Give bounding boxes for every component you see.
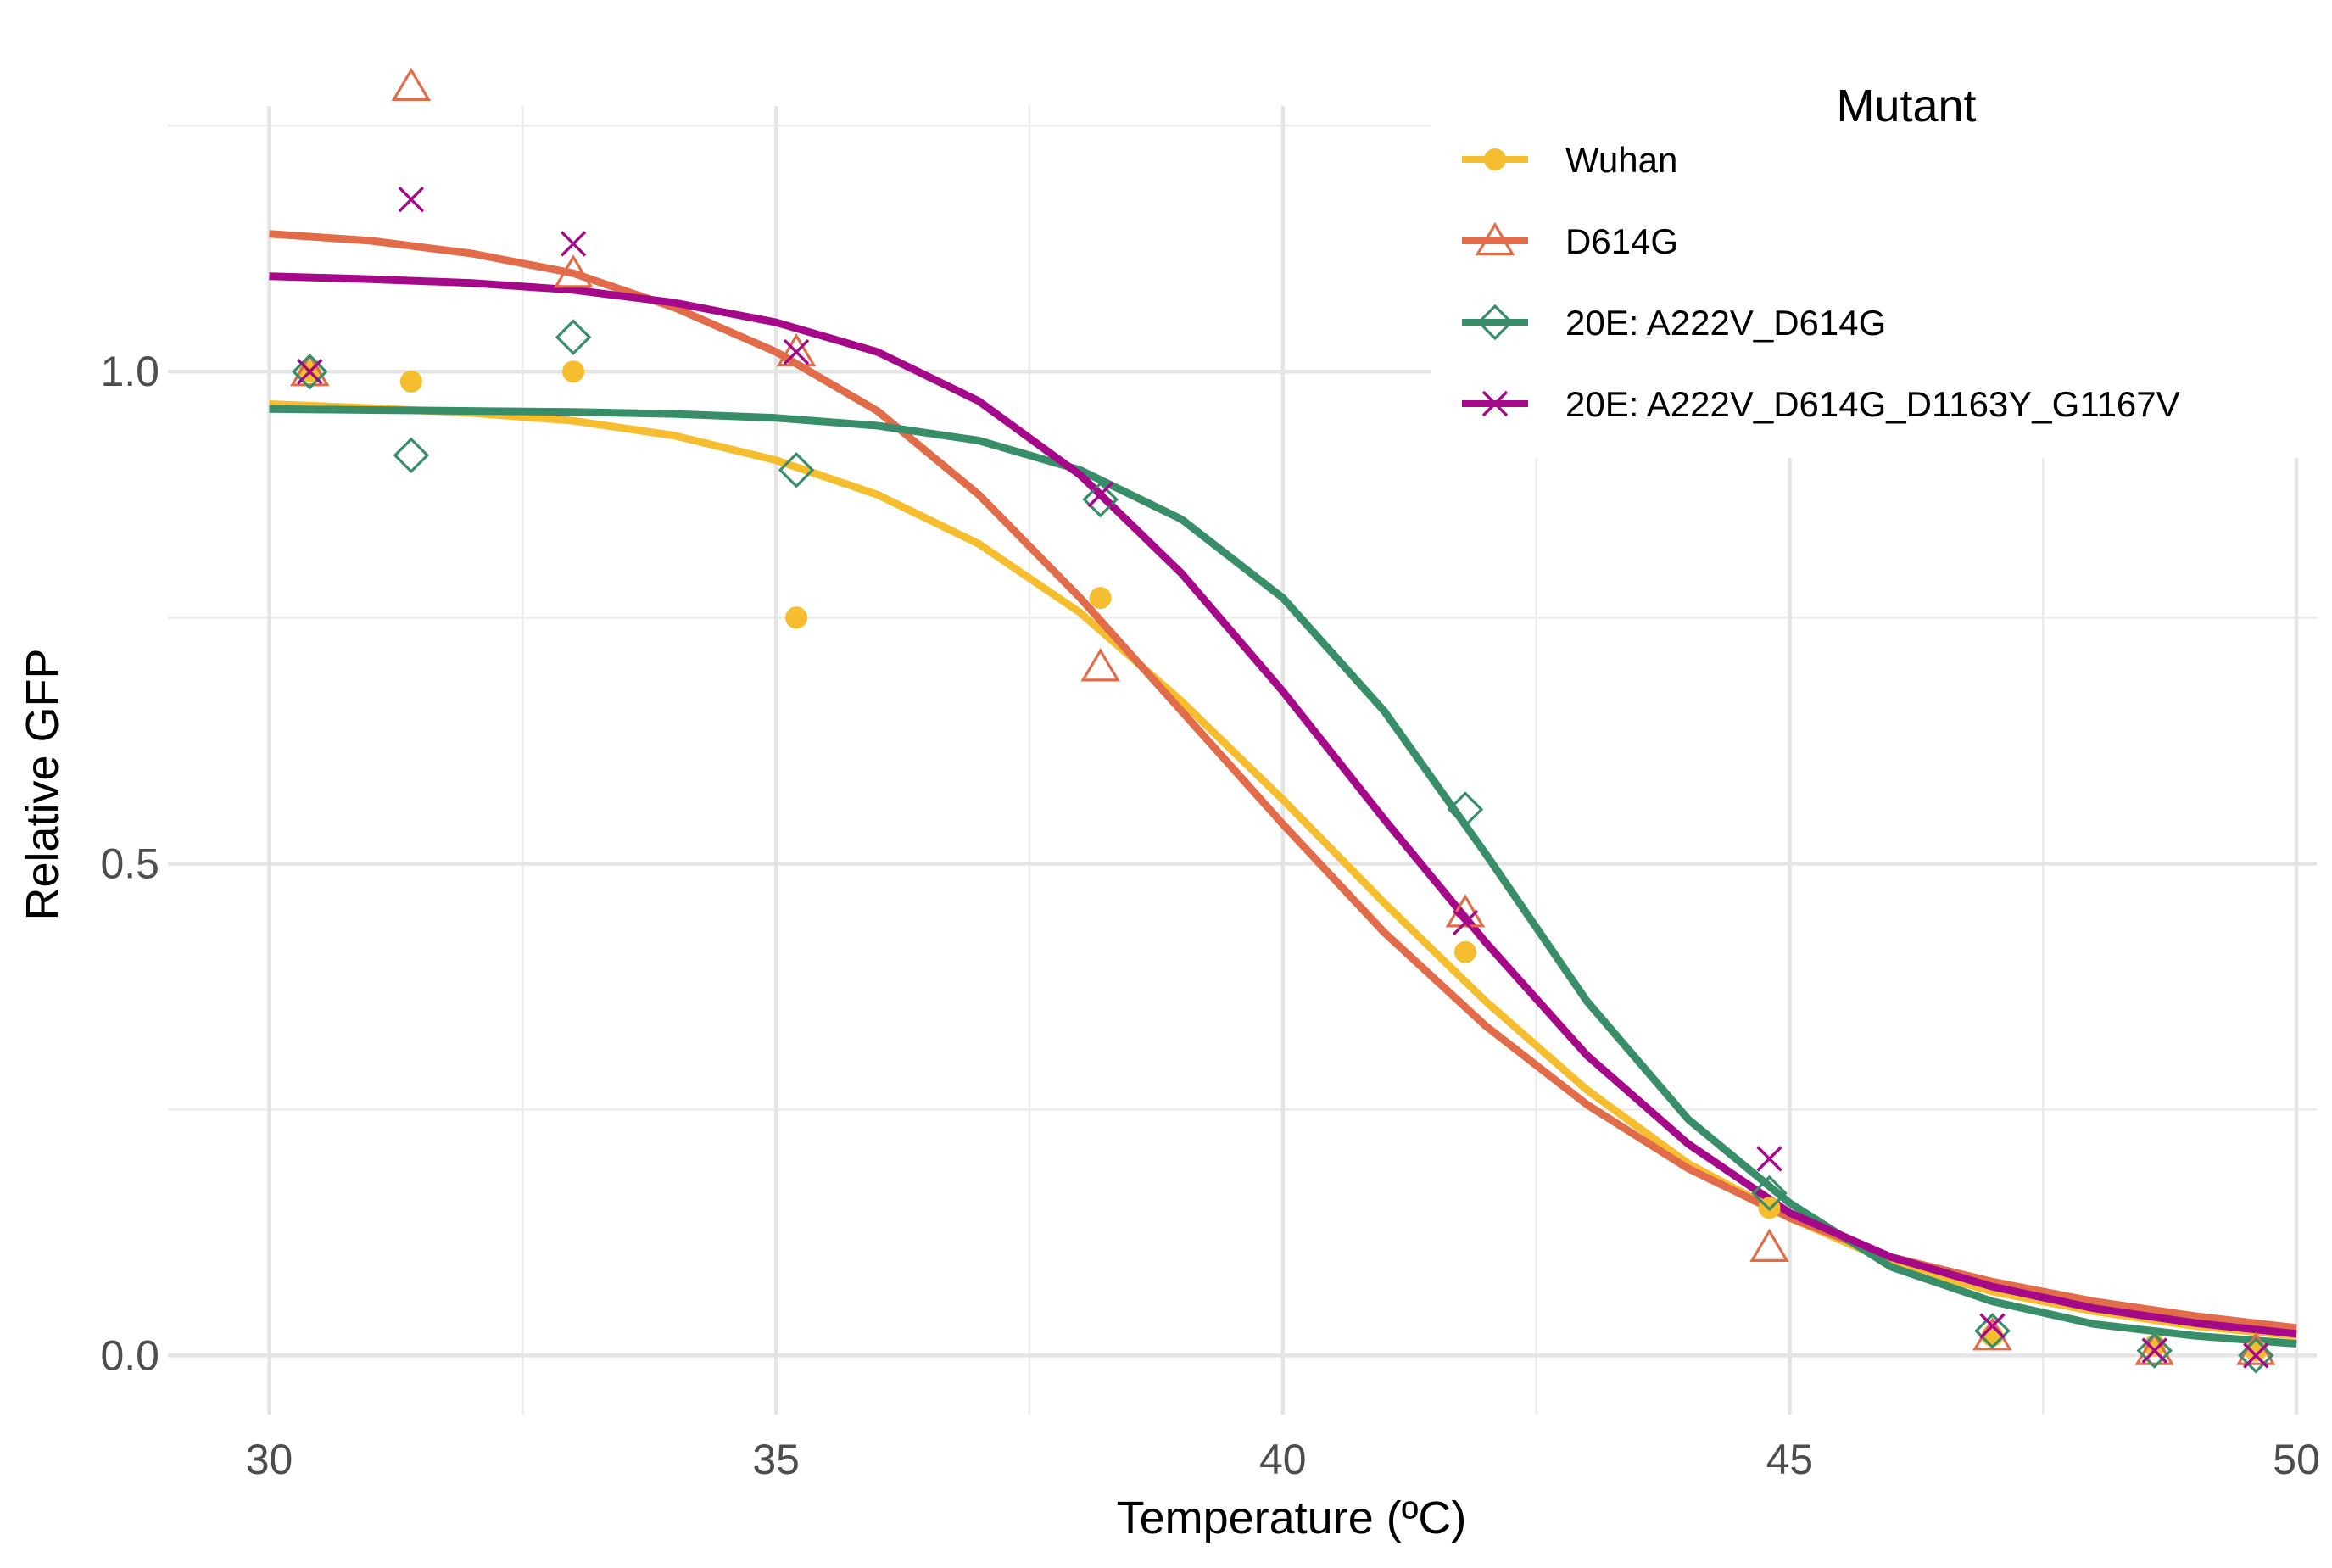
data-point: [2136, 1332, 2173, 1369]
data-point: [393, 437, 430, 474]
data-point: [562, 360, 585, 383]
legend-background: [1431, 59, 2324, 458]
data-point: [1082, 481, 1119, 518]
data-point: [783, 338, 810, 365]
legend-key-marker: [1484, 148, 1506, 170]
data-point: [297, 359, 323, 385]
data-point: [1751, 1175, 1788, 1212]
data-point: [1089, 587, 1112, 610]
x-axis-tick-labels: 30 35 40 45 50: [246, 1436, 2320, 1483]
fit-line: [269, 400, 2297, 1340]
data-point: [776, 332, 817, 367]
y-axis-tick-labels: 0.0 0.5 1.0: [100, 348, 159, 1379]
fit-curves: [269, 230, 2297, 1348]
data-point: [2245, 1339, 2268, 1362]
fit-line: [269, 405, 2297, 1348]
data-point: [292, 353, 328, 390]
x-tick-label: 40: [1259, 1436, 1307, 1483]
data-point: [560, 231, 587, 257]
legend-key-marker: [1476, 304, 1514, 341]
y-tick-label: 1.0: [100, 348, 159, 395]
x-tick-label: 35: [752, 1436, 800, 1483]
data-point: [1447, 791, 1484, 828]
legend-key-marker: [1475, 221, 1515, 256]
data-point: [1981, 1325, 2004, 1348]
data-points: [290, 67, 2276, 1374]
data-point: [399, 370, 422, 393]
x-tick-label: 30: [246, 1436, 293, 1483]
legend: Mutant Wuhan D614G 20E: A222V_D614G 20E: A2…: [1431, 59, 2324, 458]
data-point: [1080, 648, 1120, 682]
legend-label: 20E: A222V_D614G_D1163Y_G1167V: [1565, 384, 2180, 424]
legend-label: 20E: A222V_D614G: [1565, 303, 1886, 343]
data-point: [555, 319, 592, 355]
data-point: [2141, 1337, 2167, 1364]
y-tick-label: 0.5: [100, 840, 159, 887]
data-point: [2134, 1331, 2175, 1365]
data-point: [1453, 940, 1476, 963]
legend-key-marker: [1481, 390, 1509, 417]
legend-label: D614G: [1565, 221, 1678, 261]
y-tick-label: 0.0: [100, 1331, 159, 1379]
data-point: [1087, 482, 1113, 508]
data-point: [1749, 1228, 1789, 1262]
y-axis-title: Relative GFP: [17, 648, 68, 920]
x-axis-title: Temperature (ºC): [1117, 1493, 1467, 1543]
data-point: [398, 187, 425, 213]
legend-title: Mutant: [1836, 81, 1976, 131]
data-point: [1452, 909, 1479, 936]
data-point: [1445, 894, 1486, 928]
data-point: [2238, 1337, 2274, 1374]
legend-label: Wuhan: [1565, 140, 1677, 180]
x-tick-label: 50: [2273, 1436, 2320, 1483]
data-point: [553, 254, 594, 288]
data-point: [785, 606, 808, 629]
x-tick-label: 45: [1766, 1436, 1814, 1483]
data-point: [391, 67, 432, 101]
data-point: [1979, 1313, 2006, 1339]
data-point: [1974, 1313, 2011, 1349]
data-point: [778, 451, 815, 488]
fit-line: [269, 272, 2297, 1338]
data-point: [1756, 1146, 1782, 1172]
data-point: [2243, 1342, 2269, 1369]
legend-items: Wuhan D614G 20E: A222V_D614G 20E: A222V_D61…: [1462, 140, 2180, 424]
data-point: [290, 353, 330, 387]
